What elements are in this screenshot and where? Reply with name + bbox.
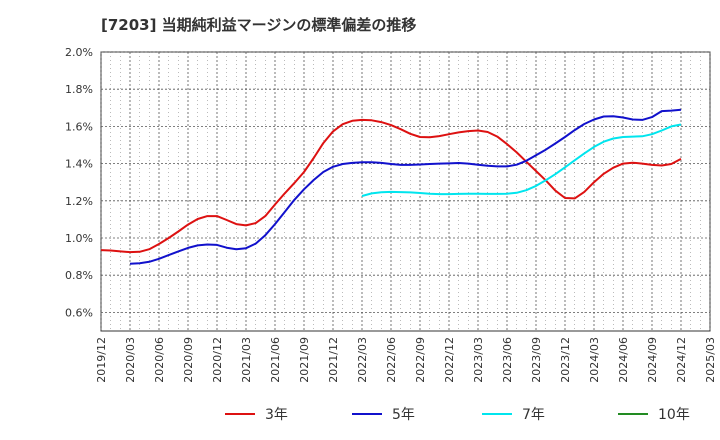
- y-tick-label: 0.8%: [65, 269, 93, 282]
- x-axis: 2019/12 2020/03 2020/06 2020/09 2020/12 2021/…: [95, 337, 717, 383]
- x-tick-label: 2024/09: [646, 337, 659, 383]
- y-tick-label: 1.4%: [65, 158, 93, 171]
- series-line-2: [129, 108, 682, 265]
- x-tick-label: 2021/09: [298, 337, 311, 383]
- x-tick-label: 2021/06: [269, 337, 282, 383]
- x-tick-label: 2022/06: [385, 337, 398, 383]
- x-tick-label: 2024/12: [675, 337, 688, 383]
- x-tick-label: 2020/06: [153, 337, 166, 383]
- y-tick-label: 2.0%: [65, 46, 93, 59]
- legend: 3年 5年 7年 10年: [225, 407, 690, 423]
- x-tick-label: 2022/12: [443, 337, 456, 383]
- series-lines: [100, 108, 682, 265]
- y-tick-label: 1.0%: [65, 232, 93, 245]
- y-axis: 2.0% 1.8% 1.6% 1.4% 1.2% 1.0% 0.8% 0.6%: [65, 46, 93, 319]
- legend-label-2: 5年: [392, 407, 415, 423]
- legend-label-1: 3年: [265, 407, 288, 423]
- x-tick-label: 2025/03: [704, 337, 717, 383]
- x-tick-label: 2021/12: [327, 337, 340, 383]
- y-tick-label: 1.2%: [65, 195, 93, 208]
- x-tick-label: 2022/09: [414, 337, 427, 383]
- y-tick-label: 0.6%: [65, 306, 93, 319]
- legend-label-4: 10年: [658, 407, 690, 423]
- x-tick-label: 2023/03: [472, 337, 485, 383]
- x-tick-label: 2023/06: [501, 337, 514, 383]
- x-tick-label: 2020/09: [182, 337, 195, 383]
- series-line-1: [100, 118, 682, 254]
- y-tick-label: 1.6%: [65, 120, 93, 133]
- x-tick-label: 2023/09: [530, 337, 543, 383]
- grid: [100, 51, 711, 331]
- x-tick-label: 2023/12: [559, 337, 572, 383]
- x-tick-label: 2022/03: [356, 337, 369, 383]
- legend-label-3: 7年: [522, 407, 545, 423]
- series-line-3: [361, 123, 682, 197]
- x-tick-label: 2020/12: [211, 337, 224, 383]
- x-tick-label: 2024/03: [588, 337, 601, 383]
- chart-title: [7203] 当期純利益マージンの標準偏差の推移: [101, 16, 417, 34]
- x-tick-label: 2021/03: [240, 337, 253, 383]
- x-tick-label: 2020/03: [124, 337, 137, 383]
- y-tick-label: 1.8%: [65, 83, 93, 96]
- x-tick-label: 2024/06: [617, 337, 630, 383]
- x-tick-label: 2019/12: [95, 337, 108, 383]
